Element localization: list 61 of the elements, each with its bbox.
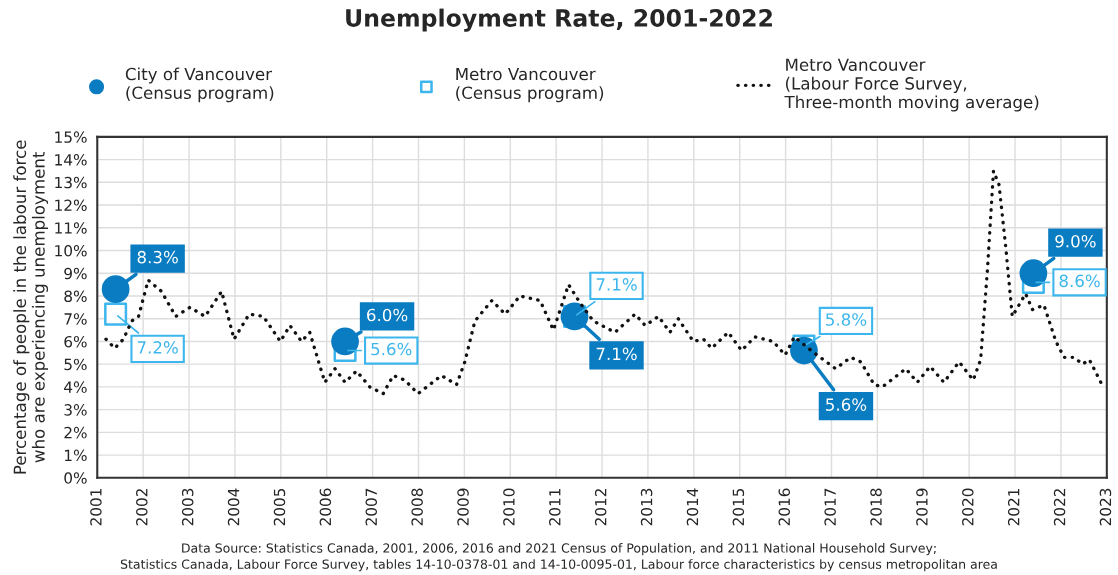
x-tick-label: 2010 bbox=[503, 488, 515, 526]
point bbox=[104, 302, 128, 326]
x-tick-label: 2002 bbox=[136, 489, 148, 526]
y-tick-label: 5% bbox=[64, 358, 87, 371]
point bbox=[1019, 259, 1048, 288]
y-tick-label: 3% bbox=[64, 404, 87, 416]
x-tick-label: 2012 bbox=[594, 489, 607, 526]
y-tick-label: 14% bbox=[55, 154, 87, 166]
legend-label: Metro Vancouver (Labour Force Survey, Three-month moving average) bbox=[784, 58, 1039, 112]
point bbox=[331, 327, 359, 356]
point bbox=[101, 275, 130, 304]
data-label: 5.8% bbox=[826, 313, 867, 326]
data-label: 6.0% bbox=[367, 308, 408, 322]
x-tick-label: 2007 bbox=[365, 488, 378, 526]
y-tick-label: 2% bbox=[64, 426, 87, 439]
y-axis-title: Percentage of people in the labour force who are experiencing unemployment bbox=[13, 140, 49, 474]
text: Statistics Canada, Labour Force Survey, tables 14-10-0378-01 and 14-10-0095-01, Labour force characteristics by census metropolitan area bbox=[120, 559, 997, 572]
x-tick-label: 2005 bbox=[273, 488, 286, 526]
x-tick-label: 2011 bbox=[549, 488, 561, 526]
data-label: 8.6% bbox=[1059, 274, 1100, 288]
y-tick-label: 13% bbox=[55, 176, 87, 189]
x-tick-label: 2017 bbox=[824, 488, 836, 526]
y-tick-label: 15% bbox=[55, 131, 87, 143]
x-tick-label: 2019 bbox=[916, 488, 928, 526]
chart-title: Unemployment Rate, 2001-2022 bbox=[346, 8, 772, 32]
source-note: Data Source: Statistics Canada, 2001, 2006, 2016 and 2021 Census of Population, and 2011 National Household Survey; bbox=[182, 543, 936, 556]
x-tick-label: 2008 bbox=[411, 488, 423, 526]
data-label: 7.1% bbox=[596, 347, 637, 361]
legend-label: Metro Vancouver (Census program) bbox=[456, 67, 604, 103]
y-tick-label: 7% bbox=[64, 313, 87, 325]
y-tick-label: 10% bbox=[55, 244, 87, 257]
x-tick-label: 2003 bbox=[181, 488, 194, 526]
x-tick-label: 2018 bbox=[870, 488, 882, 526]
data-label: 7.2% bbox=[137, 341, 178, 354]
data-label: 7.1% bbox=[596, 278, 637, 291]
x-tick-label: 2009 bbox=[457, 488, 469, 526]
y-tick-label: 1% bbox=[64, 449, 87, 462]
x-tick-label: 2023 bbox=[1099, 488, 1112, 526]
x-tick-label: 2001 bbox=[90, 488, 102, 526]
legend-label: City of Vancouver (Census program) bbox=[125, 67, 274, 103]
y-tick-label: 11% bbox=[55, 222, 87, 234]
x-tick-label: 2015 bbox=[732, 488, 745, 526]
y-tick-label: 12% bbox=[55, 199, 87, 212]
data-label: 5.6% bbox=[371, 342, 412, 356]
x-tick-label: 2021 bbox=[1007, 488, 1020, 526]
x-tick-label: 2014 bbox=[686, 488, 699, 526]
x-tick-label: 2020 bbox=[962, 488, 974, 526]
y-tick-label: 6% bbox=[64, 335, 87, 348]
x-tick-label: 2016 bbox=[778, 488, 791, 526]
y-tick-label: 8% bbox=[64, 290, 87, 302]
data-label: 9.0% bbox=[1055, 234, 1096, 248]
line-series bbox=[104, 169, 1103, 396]
y-tick-label: 0% bbox=[64, 472, 87, 484]
x-tick-label: 2022 bbox=[1053, 489, 1066, 526]
data-label: 8.3% bbox=[137, 250, 178, 264]
x-tick-label: 2006 bbox=[319, 488, 332, 526]
x-tick-label: 2013 bbox=[640, 488, 653, 526]
data-label: 5.6% bbox=[826, 398, 867, 411]
y-tick-label: 4% bbox=[64, 381, 87, 393]
y-tick-label: 9% bbox=[64, 267, 87, 280]
x-tick-label: 2004 bbox=[227, 488, 240, 526]
